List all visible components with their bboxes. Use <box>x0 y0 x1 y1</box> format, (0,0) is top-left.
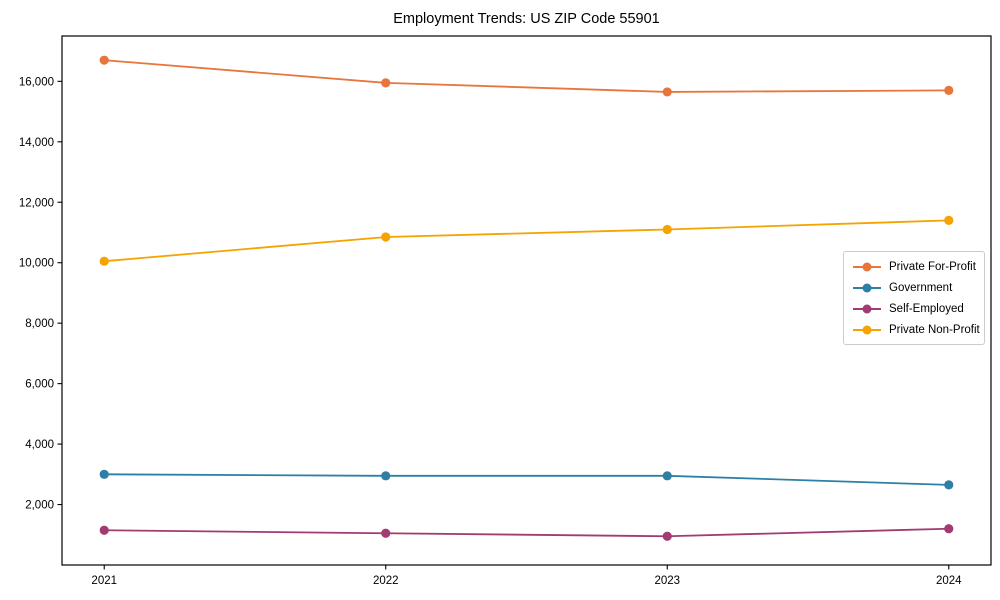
legend-label: Government <box>889 281 953 294</box>
data-point <box>381 232 391 242</box>
data-point <box>99 525 109 535</box>
data-point <box>99 469 109 479</box>
chart-title: Employment Trends: US ZIP Code 55901 <box>393 11 660 27</box>
legend-label: Private For-Profit <box>889 260 976 273</box>
line-marker-icon <box>853 283 881 292</box>
series-line <box>103 527 950 538</box>
legend: Private For-Profit Government Self-Emplo… <box>843 251 985 345</box>
y-tick-label: 12,000 <box>19 197 54 209</box>
data-point <box>944 215 954 225</box>
y-tick-label: 10,000 <box>19 258 54 270</box>
data-point <box>662 531 672 541</box>
data-point <box>662 471 672 481</box>
legend-item-self-employed: Self-Employed <box>853 301 975 316</box>
y-tick-label: 14,000 <box>19 137 54 149</box>
legend-label: Private Non-Profit <box>889 323 980 336</box>
x-tick-label: 2021 <box>91 575 117 587</box>
plot-area <box>61 35 992 566</box>
data-point <box>99 55 109 65</box>
data-point <box>99 256 109 266</box>
y-tick-label: 6,000 <box>25 379 54 391</box>
data-point <box>381 78 391 88</box>
y-tick-label: 4,000 <box>25 439 54 451</box>
series-line <box>103 219 950 263</box>
x-tick-label: 2022 <box>373 575 399 587</box>
series-line <box>103 59 950 93</box>
data-point <box>662 87 672 97</box>
x-tick-label: 2024 <box>936 575 962 587</box>
line-marker-icon <box>853 325 881 334</box>
y-tick-label: 8,000 <box>25 318 54 330</box>
legend-item-government: Government <box>853 280 975 295</box>
data-point <box>381 471 391 481</box>
series-line <box>103 473 950 486</box>
x-tick-label: 2023 <box>654 575 680 587</box>
y-tick-label: 16,000 <box>19 76 54 88</box>
data-point <box>944 524 954 534</box>
y-tick-label: 2,000 <box>25 500 54 512</box>
data-point <box>662 224 672 235</box>
data-point <box>381 528 391 538</box>
legend-item-private-for-profit: Private For-Profit <box>853 259 976 274</box>
data-point <box>944 480 954 490</box>
legend-label: Self-Employed <box>889 302 964 315</box>
line-marker-icon <box>853 262 881 271</box>
legend-item-private-non-profit: Private Non-Profit <box>853 322 980 337</box>
data-point <box>944 85 954 96</box>
line-marker-icon <box>853 304 881 313</box>
